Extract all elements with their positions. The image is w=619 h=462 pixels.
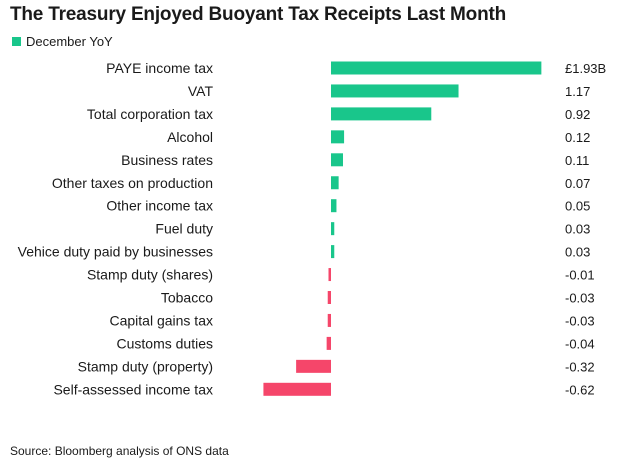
bar [326,336,331,350]
value-label: 0.07 [565,176,590,191]
value-label: 0.12 [565,130,590,145]
category-label: Vehice duty paid by businesses [18,244,213,260]
bar [331,153,343,167]
category-label: Total corporation tax [87,106,213,122]
value-label: £1.93B [565,61,606,76]
legend-swatch [12,37,21,46]
bar [331,199,337,213]
value-label: -0.32 [565,359,595,374]
category-label: Alcohol [167,129,213,145]
value-label: -0.04 [565,336,595,351]
category-label: Self-assessed income tax [53,381,213,397]
category-label: Customs duties [117,335,213,351]
category-label: PAYE income tax [106,60,213,76]
bar [263,382,331,396]
value-label: 0.03 [565,222,590,237]
bar [331,222,335,236]
bar [331,84,459,98]
category-label: VAT [188,83,214,99]
value-label: -0.03 [565,313,595,328]
category-label: Stamp duty (property) [78,358,213,374]
bar [331,176,339,190]
legend-label: December YoY [26,34,113,49]
value-label: 1.17 [565,84,590,99]
chart-title: The Treasury Enjoyed Buoyant Tax Receipt… [10,4,507,25]
bar [327,291,331,304]
category-label: Stamp duty (shares) [87,267,213,283]
value-label: -0.01 [565,268,595,283]
bar [296,359,331,373]
bar [331,107,432,121]
value-label: 0.05 [565,199,590,214]
bar [331,130,345,144]
bar [331,245,335,259]
bar [328,268,331,282]
value-label: -0.62 [565,382,595,397]
value-label: 0.03 [565,245,590,260]
value-label: -0.03 [565,291,595,306]
value-label: 0.11 [565,153,589,168]
category-label: Other income tax [106,198,213,214]
category-label: Fuel duty [155,221,213,237]
source-note: Source: Bloomberg analysis of ONS data [10,444,229,458]
category-label: Tobacco [161,290,213,306]
category-label: Business rates [121,152,213,168]
bar [331,61,542,75]
legend: December YoY [12,34,113,49]
bar-chart: PAYE income tax £1.93B VAT 1.17 Total corpor… [18,60,607,397]
category-label: Other taxes on production [52,175,213,191]
category-label: Capital gains tax [109,312,213,328]
value-label: 0.92 [565,107,590,122]
bar [327,313,331,327]
